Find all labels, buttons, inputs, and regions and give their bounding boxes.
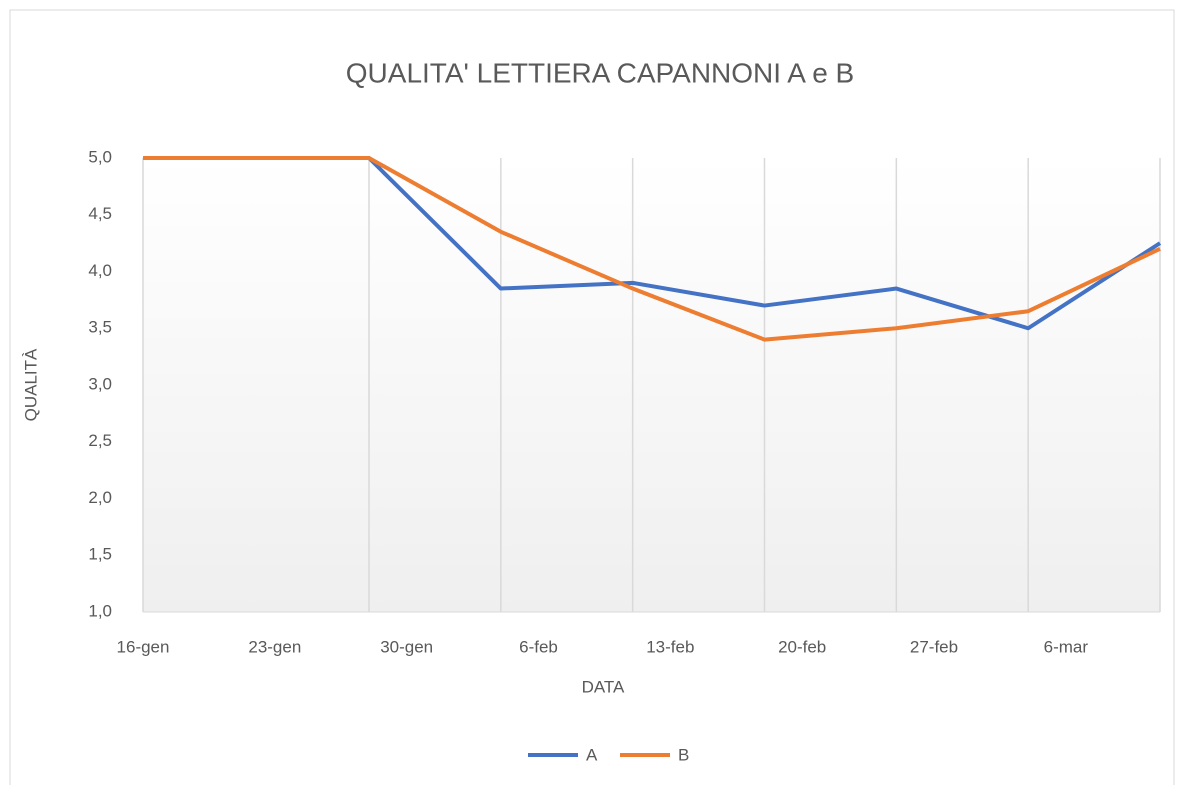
legend-label: B	[678, 745, 689, 764]
x-tick-label: 13-feb	[646, 637, 694, 656]
x-tick-label: 6-feb	[519, 637, 558, 656]
x-tick-label: 16-gen	[117, 637, 170, 656]
y-tick-label: 3,0	[88, 374, 112, 393]
series-line	[143, 156, 1162, 331]
y-tick-label: 1,5	[88, 545, 112, 564]
y-tick-label: 4,0	[88, 261, 112, 280]
y-tick-label: 3,5	[88, 318, 112, 337]
plot-area	[143, 158, 1160, 612]
y-tick-label: 5,0	[88, 147, 112, 166]
x-axis-label: DATA	[582, 677, 625, 696]
y-tick-label: 2,5	[88, 431, 112, 450]
y-tick-label: 1,0	[88, 601, 112, 620]
x-tick-label: 6-mar	[1044, 637, 1089, 656]
y-tick-label: 2,0	[88, 488, 112, 507]
chart-title: QUALITA' LETTIERA CAPANNONI A e B	[346, 57, 854, 88]
x-tick-label: 23-gen	[248, 637, 301, 656]
y-axis-label: QUALITÀ	[21, 348, 40, 421]
x-tick-label: 20-feb	[778, 637, 826, 656]
x-tick-label: 27-feb	[910, 637, 958, 656]
x-tick-label: 30-gen	[380, 637, 433, 656]
y-tick-label: 4,5	[88, 204, 112, 223]
legend-label: A	[586, 745, 598, 764]
series-line	[143, 156, 1161, 342]
